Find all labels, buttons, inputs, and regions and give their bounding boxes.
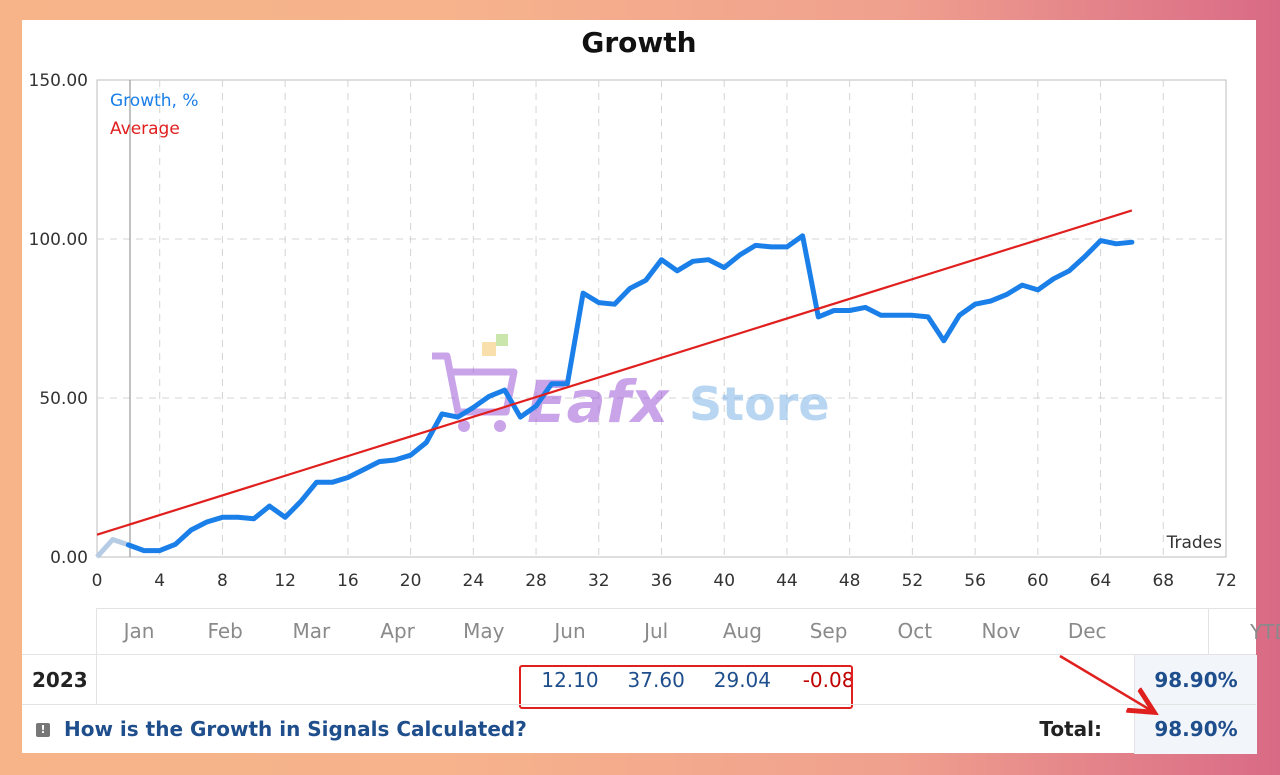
month-value-jul: 37.60 [627, 668, 685, 692]
y-tick-label: 0.00 [50, 548, 88, 568]
month-value-jun: 12.10 [541, 668, 599, 692]
x-tick-label: 72 [1215, 571, 1237, 591]
x-tick-label: 44 [776, 571, 798, 591]
total-label: Total: [1039, 717, 1102, 741]
growth-chart: 0 4 8 12 16 20 24 28 32 36 40 44 48 52 56 60 64 68 720.005… [29, 71, 1237, 591]
month-header-apr: Apr [380, 619, 415, 643]
legend-entry: Average [110, 119, 180, 139]
month-header-jul: Jul [644, 619, 669, 643]
month-header-dec: Dec [1067, 619, 1107, 643]
month-header-jun: Jun [554, 619, 586, 643]
month-header-feb: Feb [207, 619, 243, 643]
month-header-may: May [463, 619, 505, 643]
x-tick-label: 12 [274, 571, 296, 591]
months-header-row: Jan Feb Mar Apr May Jun Jul Aug Sep Oct Nov Dec YTD [96, 608, 1280, 655]
month-header-jan: Jan [123, 619, 155, 643]
total-row: ! How is the Growth in Signals Calculate… [22, 704, 1257, 754]
x-tick-label: 0 [92, 571, 103, 591]
watermark-logo-icon: Eafx Store [432, 334, 830, 436]
month-value-sep: -0.08 [802, 668, 855, 692]
info-icon[interactable]: ! [36, 723, 50, 737]
x-tick-label: 48 [839, 571, 861, 591]
growth-panel: Growth 0 4 8 12 16 20 24 28 32 36 40 44 48 52 56 60 64 68… [22, 20, 1280, 754]
watermark-brand: Eafx [527, 368, 670, 436]
series-growth-start [95, 537, 130, 559]
month-header-mar: Mar [292, 619, 331, 643]
x-tick-label: 56 [964, 571, 986, 591]
table-divider [96, 655, 97, 705]
month-value-aug: 29.04 [713, 668, 772, 692]
x-tick-label: 16 [337, 571, 359, 591]
growth-help-link[interactable]: How is the Growth in Signals Calculated? [64, 717, 527, 741]
x-tick-label: 24 [463, 571, 485, 591]
highlight-box [519, 665, 853, 709]
table-divider [96, 608, 97, 654]
y-tick-label: 100.00 [29, 230, 88, 250]
x-tick-label: 28 [525, 571, 547, 591]
x-tick-label: 8 [217, 571, 228, 591]
x-tick-label: 60 [1027, 571, 1049, 591]
ytd-header: YTD [1208, 609, 1280, 655]
watermark-store: Store [689, 377, 830, 431]
x-tick-label: 40 [713, 571, 735, 591]
x-tick-label: 32 [588, 571, 610, 591]
month-header-aug: Aug [722, 619, 762, 643]
legend-entry: Growth, % [110, 91, 199, 111]
x-tick-label: 4 [154, 571, 165, 591]
x-axis-label: Trades [1166, 533, 1223, 553]
month-header-sep: Sep [809, 619, 848, 643]
y-tick-label: 50.00 [39, 389, 88, 409]
month-header-nov: Nov [981, 619, 1021, 643]
month-header-oct: Oct [897, 619, 933, 643]
total-value: 98.90% [1134, 705, 1257, 754]
year-label: 2023 [32, 668, 88, 692]
x-tick-label: 64 [1090, 571, 1112, 591]
chart-title: Growth [581, 26, 697, 59]
year-row-2023: 2023 12.10 37.60 29.04 -0.08 98.90% [22, 654, 1257, 709]
x-tick-label: 36 [651, 571, 673, 591]
series-average-line [96, 209, 1133, 536]
ytd-value: 98.90% [1134, 655, 1257, 705]
x-tick-label: 20 [400, 571, 422, 591]
series-growth-line [125, 233, 1135, 554]
x-tick-label: 68 [1152, 571, 1174, 591]
x-tick-label: 52 [902, 571, 924, 591]
y-tick-label: 150.00 [29, 71, 88, 91]
